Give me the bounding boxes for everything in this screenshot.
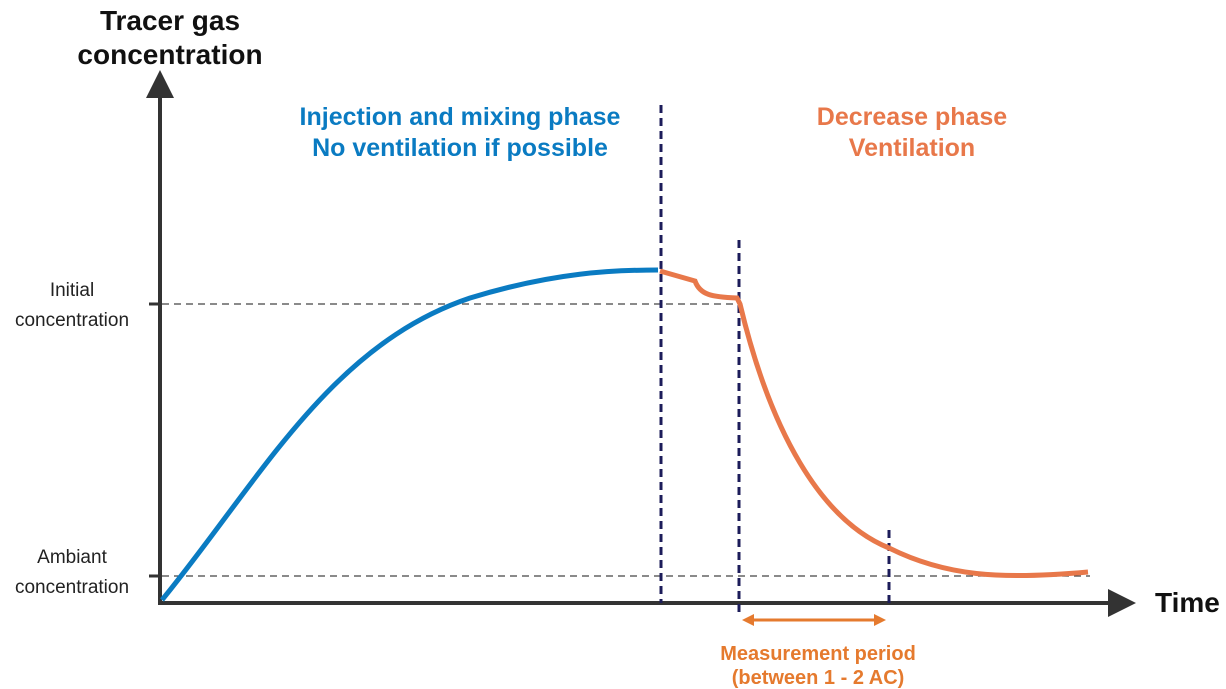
- level-label: Ambiant: [37, 547, 107, 568]
- level-label: concentration: [15, 577, 129, 598]
- phase-label: Decrease phase: [817, 103, 1008, 131]
- level-label: concentration: [15, 310, 129, 331]
- phase-label: Ventilation: [849, 134, 975, 162]
- y-axis-label: Tracer gas: [100, 5, 240, 36]
- measurement-label: (between 1 - 2 AC): [732, 667, 905, 689]
- x-axis-label: Time: [1155, 587, 1220, 618]
- phase-label: No ventilation if possible: [312, 134, 608, 162]
- measurement-label: Measurement period: [720, 643, 916, 665]
- phase-label: Injection and mixing phase: [300, 103, 621, 131]
- y-axis-arrow: [146, 70, 174, 98]
- level-label: Initial: [50, 280, 94, 301]
- injection-curve: [160, 267, 659, 602]
- x-axis-arrow: [1108, 589, 1136, 617]
- y-axis-label: concentration: [77, 39, 262, 70]
- decrease-curve: [659, 268, 1089, 579]
